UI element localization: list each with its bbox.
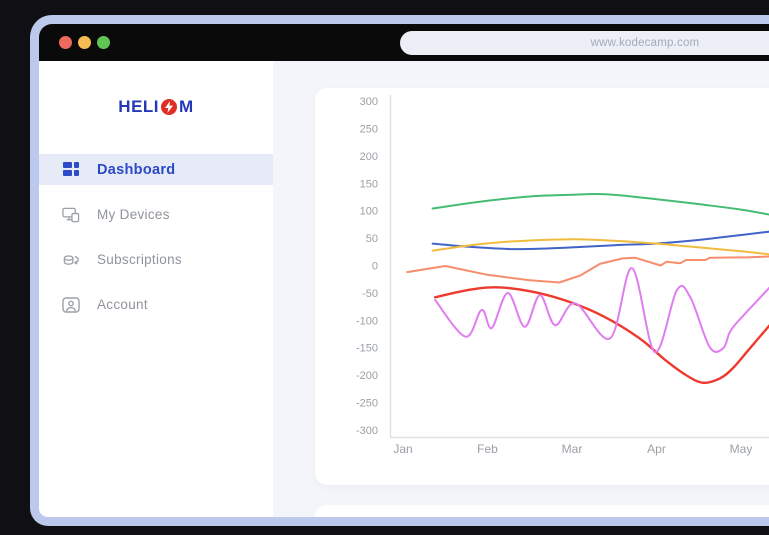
x-tick-label: Jan: [393, 442, 412, 456]
main-content: 300 250 200 150 100 50 0 -50 -100 -150 -200 -250 -30…: [273, 61, 769, 517]
x-tick-label: Apr: [647, 442, 666, 456]
logo-bolt-icon: [161, 99, 178, 115]
y-tick-label: 250: [360, 124, 378, 136]
sidebar-item-label: Dashboard: [97, 161, 176, 178]
sidebar-item-subscriptions[interactable]: Subscriptions: [39, 244, 273, 275]
series-violet-line: [434, 267, 769, 354]
traffic-lights: [59, 36, 110, 49]
subscriptions-icon: [62, 251, 80, 269]
app-logo: HELI M: [39, 61, 273, 123]
series-green-line: [431, 192, 769, 216]
y-tick-label: -50: [362, 288, 378, 300]
dashboard-grid-icon: [62, 161, 80, 179]
y-tick-label: 100: [360, 206, 378, 218]
series-blue-line: [431, 230, 769, 251]
sidebar-item-label: My Devices: [97, 207, 170, 222]
logo-text-suffix: M: [179, 97, 194, 116]
x-tick-label: Feb: [477, 442, 498, 456]
url-text: www.kodecamp.com: [590, 37, 700, 49]
x-tick-label: Mar: [562, 442, 583, 456]
line-chart: 300 250 200 150 100 50 0 -50 -100 -150 -200 -250 -30…: [356, 95, 769, 456]
y-tick-label: -250: [356, 398, 378, 410]
address-bar[interactable]: www.kodecamp.com: [400, 31, 769, 55]
sidebar-item-label: Subscriptions: [97, 252, 182, 267]
close-window-button[interactable]: [59, 36, 72, 49]
sidebar-item-my-devices[interactable]: My Devices: [39, 199, 273, 230]
line-chart-card: 300 250 200 150 100 50 0 -50 -100 -150 -200 -250 -30…: [315, 88, 769, 485]
y-tick-label: 200: [360, 151, 378, 163]
secondary-card: [315, 505, 769, 517]
series-orange-line: [406, 255, 769, 284]
y-tick-label: 300: [360, 96, 378, 108]
minimize-window-button[interactable]: [78, 36, 91, 49]
x-tick-label: May: [730, 442, 753, 456]
account-icon: [62, 296, 80, 314]
series-yellow-line: [431, 238, 769, 256]
y-tick-label: -150: [356, 343, 378, 355]
logo-text-prefix: HELI: [118, 97, 160, 116]
browser-titlebar: www.kodecamp.com: [39, 24, 769, 61]
y-tick-label: 50: [366, 233, 378, 245]
sidebar-item-label: Account: [97, 297, 148, 312]
y-tick-label: 0: [372, 261, 378, 273]
y-tick-label: -200: [356, 370, 378, 382]
sidebar: HELI M Dashboard: [39, 61, 273, 517]
devices-icon: [62, 206, 80, 224]
sidebar-item-dashboard[interactable]: Dashboard: [39, 154, 273, 185]
y-tick-label: -300: [356, 425, 378, 437]
y-tick-label: -100: [356, 315, 378, 327]
y-tick-label: 150: [360, 178, 378, 190]
browser-window: www.kodecamp.com HELI M: [30, 15, 769, 526]
sidebar-item-account[interactable]: Account: [39, 289, 273, 320]
sidebar-nav: Dashboard My Devices: [39, 123, 273, 320]
maximize-window-button[interactable]: [97, 36, 110, 49]
